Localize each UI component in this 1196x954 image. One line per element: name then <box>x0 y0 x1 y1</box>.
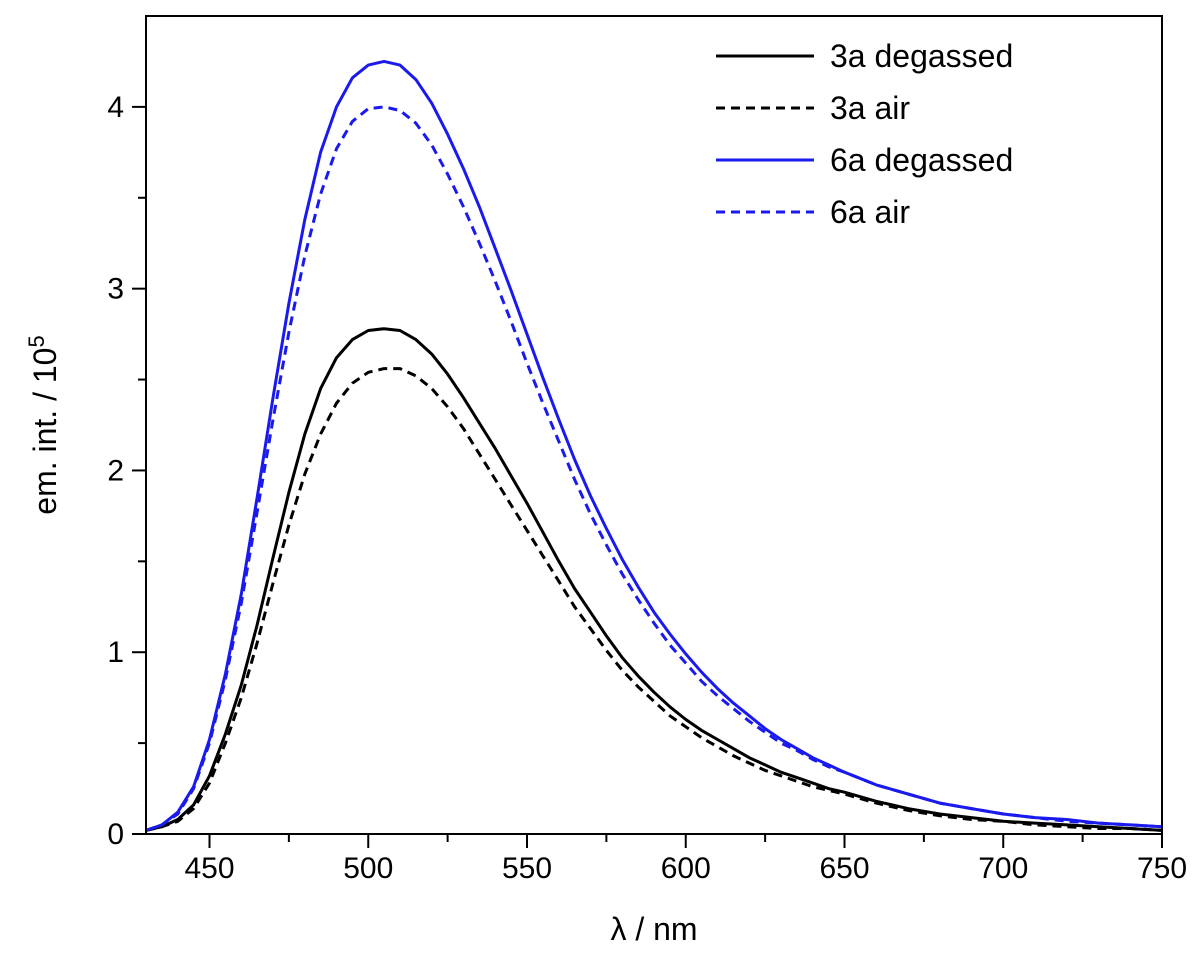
x-axis-label: λ / nm <box>610 911 697 947</box>
x-tick-label: 450 <box>184 852 234 885</box>
y-tick-label: 0 <box>107 818 124 851</box>
legend-entry-label: 3a air <box>830 90 910 126</box>
ticks-layer: 450 500 550 600 650 700 750 0 1 2 3 4 <box>107 91 1187 885</box>
y-tick-label: 4 <box>107 91 124 124</box>
series-line-6a-air <box>145 105 1163 832</box>
y-axis-label: em. int. / 105 <box>24 335 64 514</box>
series-line-6a-degassed <box>145 59 1163 832</box>
plot-frame <box>145 15 1163 835</box>
x-tick-label: 650 <box>819 852 869 885</box>
series-line-3a-air <box>145 367 1163 832</box>
y-axis-label-main: em. int. / 10 <box>27 348 63 515</box>
series-layer <box>145 59 1163 832</box>
x-tick-label: 600 <box>661 852 711 885</box>
legend-entry-label: 3a degassed <box>830 38 1013 74</box>
legend-entry-label: 6a degassed <box>830 142 1013 178</box>
legend: 3a degassed 3a air 6a degassed 6a air <box>716 38 1013 230</box>
x-tick-label: 700 <box>978 852 1028 885</box>
series-line-3a-degassed <box>145 327 1163 832</box>
legend-entry-label: 6a air <box>830 194 910 230</box>
y-tick-label: 2 <box>107 454 124 487</box>
y-axis-label-exponent: 5 <box>24 335 49 347</box>
y-tick-label: 3 <box>107 273 124 306</box>
x-tick-label: 550 <box>502 852 552 885</box>
y-tick-label: 1 <box>107 636 124 669</box>
x-tick-label: 750 <box>1137 852 1187 885</box>
x-tick-label: 500 <box>343 852 393 885</box>
